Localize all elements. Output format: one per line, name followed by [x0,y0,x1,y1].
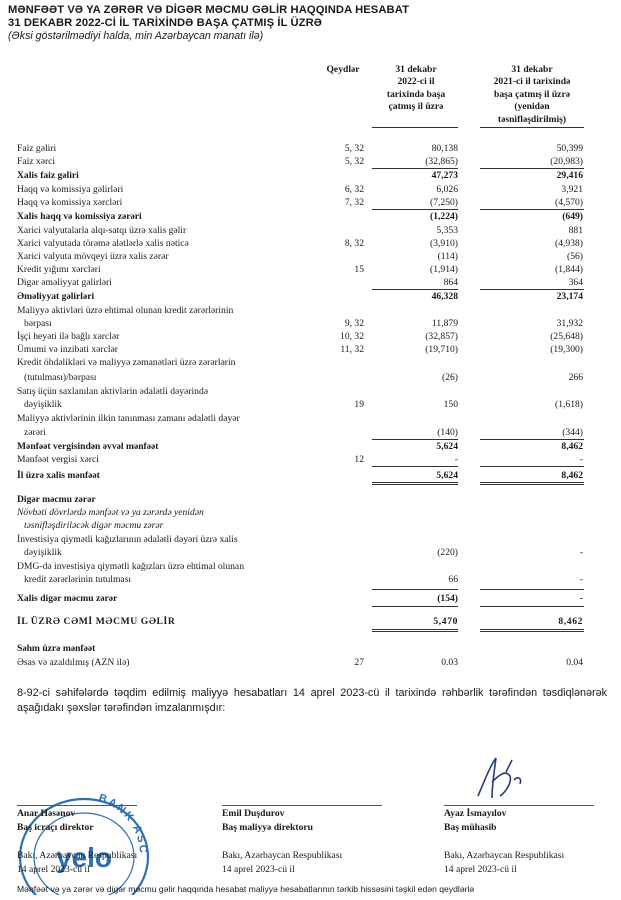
signatory-1: Anar Həsənov Baş icraçı direktor Bakı, A… [17,805,137,877]
company-stamp: BANK ASC yelo [18,792,150,895]
column-2021-header: 31 dekabr 2021-ci il tarixində başa çatmış… [493,64,571,125]
page-footer: Mənfəət və ya zərər və digər məcmu gəlir… [17,884,475,894]
report-subtitle: (Əksi göstərilmədiyi halda, min Azərbayc… [8,30,264,42]
report-title: MƏNFƏƏT VƏ YA ZƏRƏR VƏ DİGƏR MƏCMU GƏLİR… [8,4,410,16]
report-period: 31 DEKABR 2022-Cİ İL TARİXİNDƏ BAŞA ÇATM… [8,17,323,29]
signatory-3: Ayaz İsmayılov Baş mühasib Bakı, Azərbay… [444,805,594,877]
column-2022-header: 31 dekabr 2022-ci il tarixində başa çatmış … [386,64,446,113]
signatory-2: Emil Duşdurov Baş maliyyə direktoru Bakı… [222,805,382,877]
notes-column-header: Qeydlər [326,64,360,75]
signature-mark [477,757,522,799]
approval-paragraph: 8-92-ci səhifələrdə təqdim edilmiş maliy… [17,687,607,714]
stamp-brand: yelo [56,842,112,873]
